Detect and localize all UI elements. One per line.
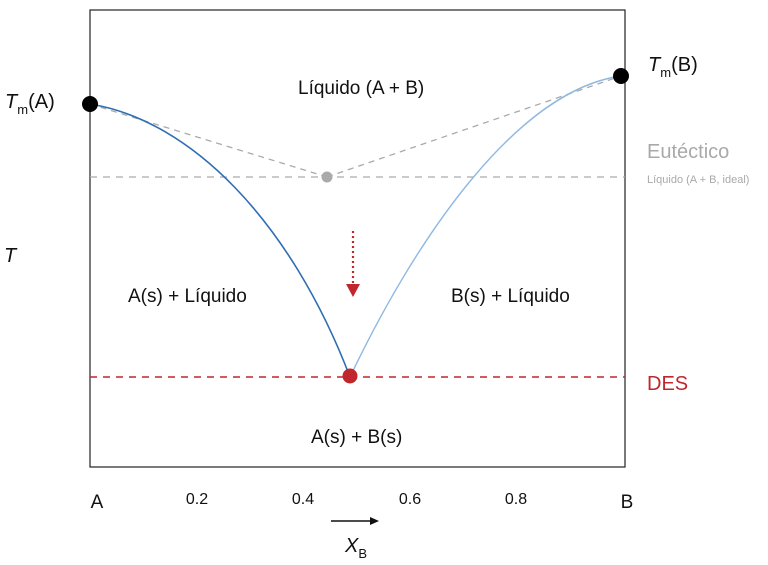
- eutectic-point: [321, 171, 333, 183]
- temperature-axis-label: T: [4, 245, 18, 267]
- region-solid-label: A(s) + B(s): [311, 427, 402, 448]
- plot-frame: [89, 9, 626, 468]
- region-b-liquid-label: B(s) + Líquido: [451, 286, 570, 307]
- tm-a-point: [82, 96, 98, 112]
- x-tick-label: 0.8: [505, 491, 527, 508]
- eutectic-note: Líquido (A + B, ideal): [647, 174, 749, 186]
- x-tick-label: A: [91, 492, 104, 513]
- region-a-liquid-label: A(s) + Líquido: [128, 286, 247, 307]
- liquidus-curve-b: [349, 75, 622, 378]
- tm-b-label: Tm(B): [648, 54, 698, 80]
- eutectic-label: Eutéctico: [647, 141, 729, 163]
- tm-b-point: [613, 68, 629, 84]
- x-axis-arrow-head: [370, 517, 379, 525]
- x-tick-label: 0.6: [399, 491, 421, 508]
- ideal-liquidus-a-dashed: [89, 103, 328, 178]
- des-point: [342, 368, 358, 384]
- x-tick-label: 0.2: [186, 491, 208, 508]
- ideal-liquidus-b-dashed: [326, 75, 622, 178]
- liquid-region-label: Líquido (A + B): [298, 78, 424, 99]
- liquidus-curve-a: [89, 103, 351, 378]
- depression-arrow-head: [346, 284, 360, 297]
- x-axis-label: XB: [344, 535, 367, 561]
- x-tick-label: B: [621, 492, 634, 513]
- x-tick-label: 0.4: [292, 491, 314, 508]
- des-label: DES: [647, 373, 688, 395]
- tm-a-label: Tm(A): [5, 91, 55, 117]
